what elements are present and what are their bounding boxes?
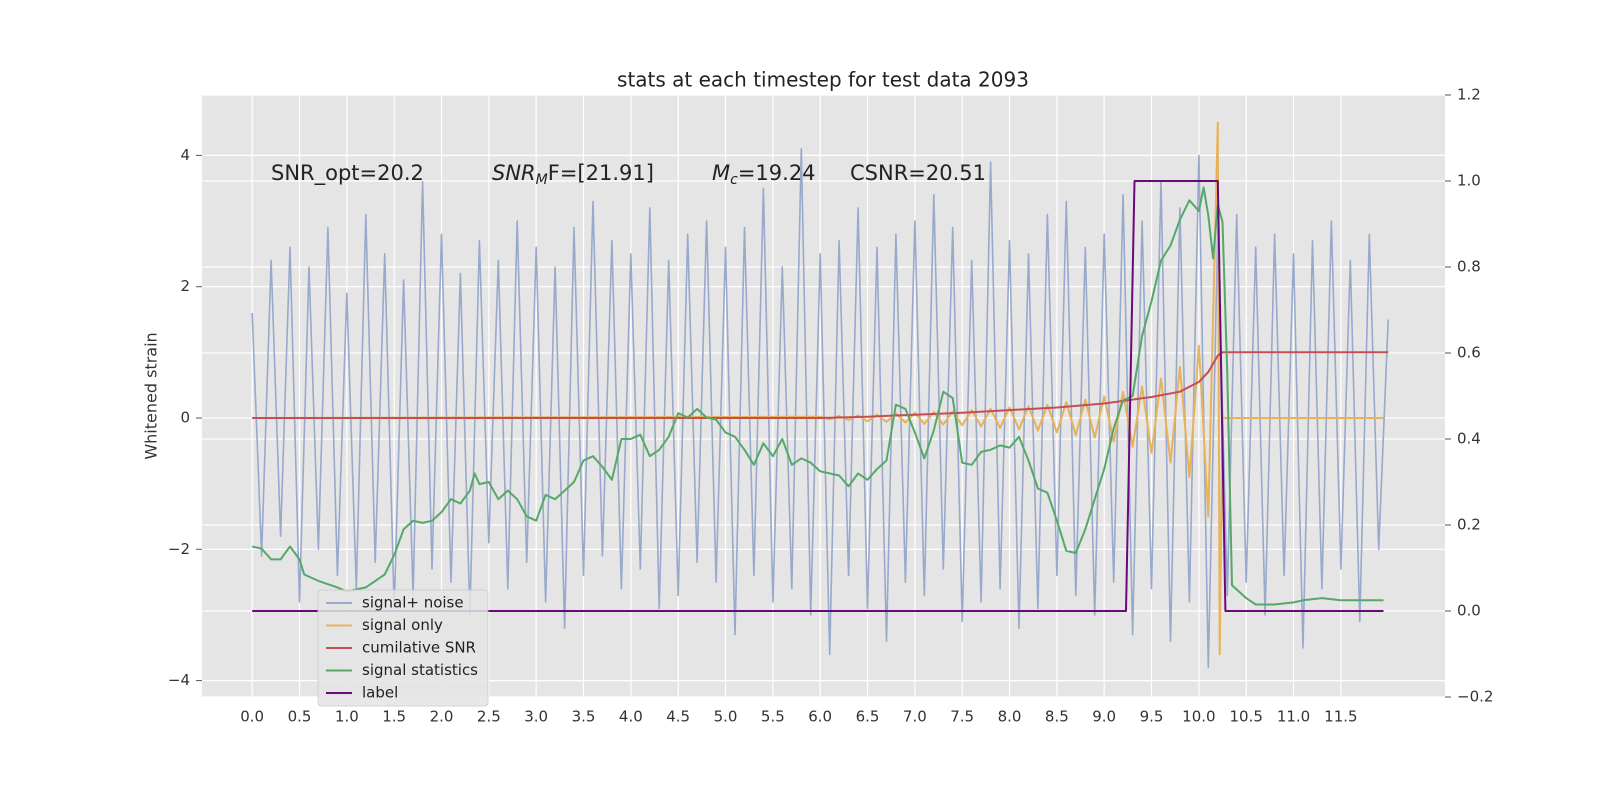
series-line	[251, 148, 1389, 669]
annotation-part: c	[730, 172, 738, 188]
series-line	[251, 186, 1384, 606]
x-tick-label: 7.5	[950, 708, 974, 726]
y2-tick-label: 1.0	[1457, 172, 1481, 190]
x-tick-label: 5.0	[714, 708, 738, 726]
series-line	[252, 121, 1384, 656]
chart-title: stats at each timestep for test data 209…	[617, 68, 1029, 92]
x-tick-label: 8.5	[1045, 708, 1069, 726]
y-tick-label: 2	[180, 277, 190, 295]
series-line	[252, 351, 1389, 419]
x-tick-label: 0.5	[288, 708, 312, 726]
legend-label: label	[362, 684, 398, 702]
annotation-part: M	[536, 172, 548, 188]
legend-label: cumilative SNR	[362, 639, 476, 657]
y2-tick-label: −0.2	[1457, 688, 1493, 706]
x-tick-label: 7.0	[903, 708, 927, 726]
legend-label: signal only	[362, 616, 443, 634]
y2-tick-label: 1.2	[1457, 86, 1481, 104]
x-tick-label: 3.0	[524, 708, 548, 726]
y-tick-label: 4	[180, 146, 190, 164]
y2-tick-label: 0.2	[1457, 516, 1481, 534]
x-tick-label: 6.0	[808, 708, 832, 726]
annotation: CSNR=20.51	[850, 161, 986, 185]
x-tick-label: 10.5	[1229, 708, 1262, 726]
y2-tick-label: 0.0	[1457, 602, 1481, 620]
x-tick-label: 6.5	[856, 708, 880, 726]
legend-label: signal statistics	[362, 661, 478, 679]
x-tick-label: 9.0	[1092, 708, 1116, 726]
annotation: SNRMF=[21.91]	[492, 161, 654, 188]
y2-tick-label: 0.8	[1457, 258, 1481, 276]
y-tick-label: 0	[180, 408, 190, 426]
x-tick-label: 1.0	[335, 708, 359, 726]
x-tick-label: 5.5	[761, 708, 785, 726]
annotation: Mc=19.24	[712, 161, 816, 188]
x-tick-label: 3.5	[572, 708, 596, 726]
x-tick-label: 0.0	[240, 708, 264, 726]
y2-tick-label: 0.6	[1457, 344, 1481, 362]
annotation-part: =19.24	[738, 161, 816, 185]
annotation-part: M	[712, 161, 730, 185]
legend: signal+ noise signal only cumilative SNR si…	[317, 589, 489, 707]
x-tick-label: 11.5	[1324, 708, 1357, 726]
y-tick-label: −4	[168, 671, 190, 689]
annotation-part: F=[21.91]	[548, 161, 654, 185]
x-tick-label: 2.5	[477, 708, 501, 726]
x-tick-label: 10.0	[1182, 708, 1215, 726]
x-tick-label: 11.0	[1277, 708, 1310, 726]
y2-tick-label: 0.4	[1457, 430, 1481, 448]
annotation: SNR_opt=20.2	[271, 161, 424, 186]
legend-label: signal+ noise	[362, 594, 464, 612]
y-axis-label: Whitened strain	[142, 332, 161, 459]
legend-box	[317, 589, 489, 707]
x-tick-label: 1.5	[382, 708, 406, 726]
x-tick-label: 9.5	[1140, 708, 1164, 726]
x-tick-label: 2.0	[430, 708, 454, 726]
y-tick-label: −2	[168, 540, 190, 558]
annotation-part: SNR	[492, 161, 536, 185]
x-tick-label: 4.0	[619, 708, 643, 726]
x-tick-label: 8.0	[998, 708, 1022, 726]
x-tick-label: 4.5	[666, 708, 690, 726]
series-line	[252, 180, 1384, 612]
